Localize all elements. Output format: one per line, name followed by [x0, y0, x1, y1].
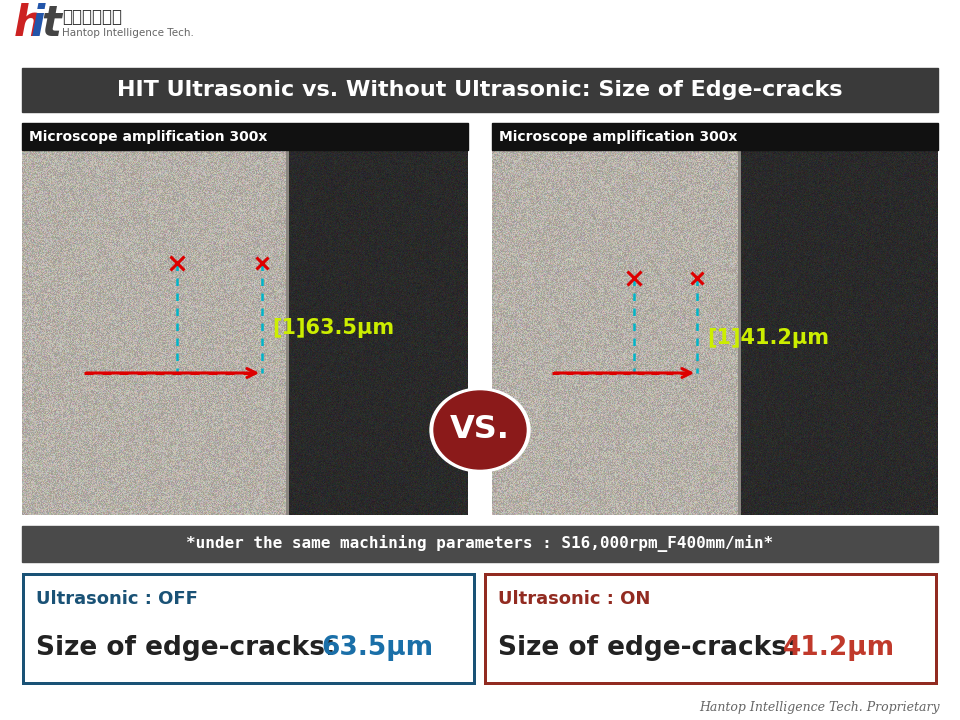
Text: Hantop Intelligence Tech. Proprietary: Hantop Intelligence Tech. Proprietary: [700, 701, 940, 714]
Text: Ultrasonic : OFF: Ultrasonic : OFF: [36, 590, 198, 608]
Text: HIT Ultrasonic vs. Without Ultrasonic: Size of Edge-cracks: HIT Ultrasonic vs. Without Ultrasonic: S…: [117, 80, 843, 100]
Text: [1]41.2μm: [1]41.2μm: [707, 328, 829, 348]
Text: h: h: [14, 3, 43, 45]
Text: Size of edge-cracks:: Size of edge-cracks:: [36, 635, 345, 661]
Bar: [22, 573, 476, 685]
Text: [1]63.5μm: [1]63.5μm: [272, 318, 395, 338]
Ellipse shape: [430, 388, 530, 472]
Bar: [487, 576, 935, 682]
Ellipse shape: [434, 391, 526, 469]
Text: *under the same machining parameters : S16,000rpm_F400mm/min*: *under the same machining parameters : S…: [186, 536, 774, 552]
Bar: [22, 68, 938, 112]
Text: 漢鼎智梓科技: 漢鼎智梓科技: [62, 8, 122, 26]
Text: Size of edge-cracks:: Size of edge-cracks:: [498, 635, 806, 661]
Text: Microscope amplification 300x: Microscope amplification 300x: [29, 130, 268, 143]
Bar: [22, 123, 468, 150]
Text: t: t: [41, 3, 60, 45]
Bar: [492, 123, 938, 150]
Text: VS.: VS.: [450, 415, 510, 446]
Text: 63.5μm: 63.5μm: [321, 635, 433, 661]
Bar: [25, 576, 473, 682]
Bar: [484, 573, 938, 685]
Text: i: i: [31, 3, 45, 45]
Text: Hantop Intelligence Tech.: Hantop Intelligence Tech.: [62, 28, 194, 38]
Text: Microscope amplification 300x: Microscope amplification 300x: [499, 130, 737, 143]
Text: 41.2μm: 41.2μm: [783, 635, 895, 661]
Bar: [22, 526, 938, 562]
Text: Ultrasonic : ON: Ultrasonic : ON: [498, 590, 650, 608]
